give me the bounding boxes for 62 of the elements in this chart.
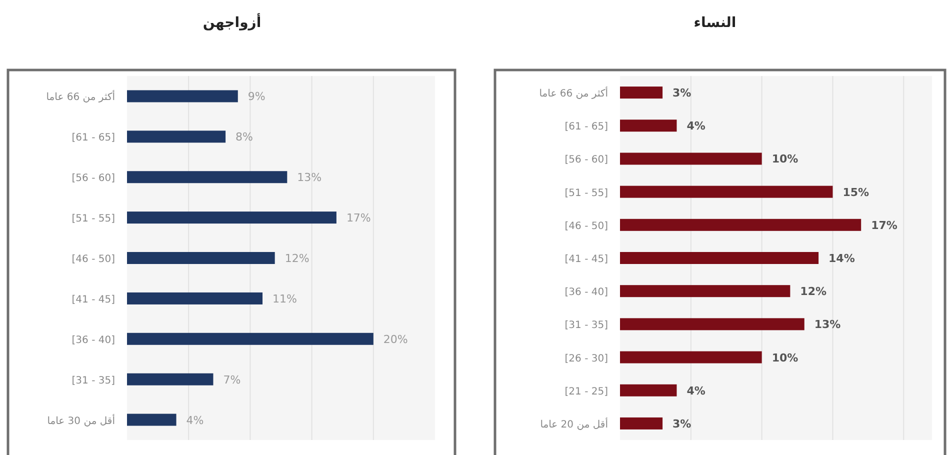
y-tick-label: [36 - 40] (72, 334, 116, 346)
bar (127, 332, 374, 345)
data-label: 10% (772, 152, 798, 166)
bar (620, 384, 677, 396)
chart-title: النساء (694, 15, 736, 31)
data-label: 7% (223, 373, 241, 386)
data-label: 17% (346, 212, 371, 225)
bar (620, 120, 677, 132)
data-label: 9% (248, 90, 266, 104)
bar (620, 186, 833, 198)
bar (127, 90, 238, 102)
y-tick-label: أقل من 20 عاما (540, 417, 608, 430)
bar (127, 373, 214, 386)
bar (620, 86, 663, 99)
data-label: 4% (186, 414, 204, 427)
bar (620, 285, 790, 298)
data-label: 3% (672, 86, 692, 100)
bar (620, 318, 804, 330)
y-tick-label: [61 - 65] (564, 122, 608, 133)
bar (127, 212, 336, 224)
data-label: 20% (383, 332, 408, 346)
data-label: 14% (828, 252, 855, 265)
y-tick-label: أقل من 30 عاما (47, 414, 116, 427)
data-label: 4% (686, 120, 706, 133)
y-tick-label: [21 - 25] (564, 386, 608, 398)
y-tick-label: [41 - 45] (72, 294, 116, 306)
data-label: 13% (814, 318, 841, 332)
y-tick-label: أكثر من 66 عاما (46, 90, 116, 104)
y-tick-label: أكثر من 66 عاما (539, 86, 608, 100)
chart-title: أزواجهن (202, 13, 262, 31)
bar (620, 252, 819, 264)
data-label: 12% (284, 252, 310, 265)
y-tick-label: [51 - 55] (72, 214, 116, 225)
bar (127, 171, 288, 184)
y-tick-label: [46 - 50] (564, 220, 608, 232)
y-tick-label: [56 - 60] (564, 154, 608, 166)
bar (127, 292, 263, 304)
y-tick-label: [46 - 50] (72, 254, 116, 265)
bar (620, 351, 762, 364)
y-tick-label: [61 - 65] (72, 132, 116, 144)
bar (127, 252, 275, 264)
data-label: 12% (800, 285, 827, 298)
data-label: 4% (686, 384, 706, 398)
y-tick-label: [36 - 40] (564, 287, 608, 298)
bar (127, 130, 226, 143)
y-tick-label: [56 - 60] (72, 173, 116, 184)
y-tick-label: [51 - 55] (564, 188, 608, 199)
y-tick-label: [41 - 45] (564, 254, 608, 265)
y-tick-label: [31 - 35] (72, 375, 116, 386)
bar (620, 417, 663, 430)
data-label: 17% (871, 218, 898, 232)
bar (620, 152, 762, 165)
bar (127, 414, 176, 426)
data-label: 13% (297, 171, 322, 184)
y-tick-label: [31 - 35] (564, 320, 608, 332)
data-label: 10% (772, 351, 798, 364)
data-label: 15% (842, 186, 870, 199)
data-label: 3% (672, 417, 692, 430)
bar (620, 218, 862, 231)
data-label: 11% (272, 292, 297, 306)
data-label: 8% (236, 130, 254, 144)
y-tick-label: [26 - 30] (564, 353, 608, 364)
